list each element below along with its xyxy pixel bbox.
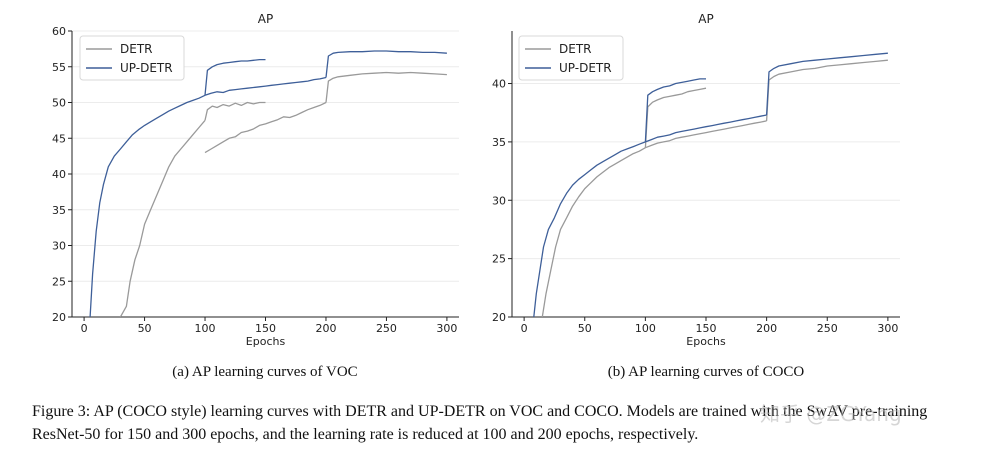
x-axis-label: Epochs xyxy=(686,335,726,348)
series-group xyxy=(89,50,447,317)
y-tick-label: 20 xyxy=(52,311,66,324)
y-tick-label: 25 xyxy=(52,275,66,288)
y-tick-label: 55 xyxy=(52,61,66,74)
legend-box xyxy=(518,35,624,81)
y-tick-label: 60 xyxy=(52,25,66,38)
x-tick-label: 0 xyxy=(81,322,88,335)
watermark: 知乎 @ZGYang xyxy=(760,402,902,426)
series-line-up-detr xyxy=(644,78,706,142)
series-line-up-detr xyxy=(325,50,447,78)
figure-caption: Figure 3: AP (COCO style) learning curve… xyxy=(32,403,928,443)
x-tick-label: 100 xyxy=(635,322,656,335)
x-tick-label: 200 xyxy=(756,322,777,335)
x-tick-label: 250 xyxy=(376,322,397,335)
x-tick-label: 300 xyxy=(877,322,898,335)
legend-box xyxy=(79,35,185,81)
series-line-detr xyxy=(325,71,447,103)
x-tick-label: 200 xyxy=(315,322,336,335)
y-tick-label: 45 xyxy=(52,132,66,145)
series-group xyxy=(533,52,888,317)
series-line-detr xyxy=(541,147,646,317)
y-tick-label: 40 xyxy=(492,78,506,91)
series-line-up-detr xyxy=(204,58,266,96)
y-tick-label: 30 xyxy=(52,240,66,253)
x-tick-label: 150 xyxy=(696,322,717,335)
x-tick-label: 50 xyxy=(578,322,592,335)
x-tick-label: 0 xyxy=(521,322,528,335)
legend-label: DETR xyxy=(120,42,153,56)
legend-label: DETR xyxy=(559,42,592,56)
subcaption-voc: (a) AP learning curves of VOC xyxy=(172,364,358,380)
series-line-detr xyxy=(204,101,327,154)
y-tick-label: 30 xyxy=(492,194,506,207)
legend-label: UP-DETR xyxy=(120,61,173,75)
chart-title: AP xyxy=(258,12,273,26)
legend: DETR UP-DETR xyxy=(518,35,624,81)
y-tick-label: 35 xyxy=(52,204,66,217)
series-line-detr xyxy=(765,59,888,121)
series-line-up-detr xyxy=(89,94,206,317)
y-tick-label: 40 xyxy=(52,168,66,181)
y-tick-label: 25 xyxy=(492,253,506,266)
chart-title: AP xyxy=(698,12,713,26)
legend-label: UP-DETR xyxy=(559,61,612,75)
series-line-detr xyxy=(645,120,767,149)
y-tick-label: 20 xyxy=(492,311,506,324)
x-tick-label: 50 xyxy=(138,322,152,335)
x-axis-label: Epochs xyxy=(246,335,286,348)
series-line-detr xyxy=(119,119,206,317)
y-tick-label: 50 xyxy=(52,97,66,110)
x-tick-label: 100 xyxy=(195,322,216,335)
series-line-up-detr xyxy=(204,76,327,96)
legend: DETR UP-DETR xyxy=(79,35,185,81)
series-line-up-detr xyxy=(765,52,888,116)
x-tick-label: 300 xyxy=(436,322,457,335)
x-tick-label: 250 xyxy=(817,322,838,335)
chart-2: 0 50 100 150 200 250 300 20 25 30 35 40 AP Epochs DETR… xyxy=(492,12,900,348)
y-tick-label: 35 xyxy=(492,136,506,149)
x-tick-label: 150 xyxy=(255,322,276,335)
series-line-up-detr xyxy=(533,141,646,317)
chart-1: 0 50 100 150 200 250 300 20 25 30 35 40 45 50 55 60 AP Ep… xyxy=(52,12,459,348)
series-line-detr xyxy=(644,87,707,148)
series-line-up-detr xyxy=(645,114,767,143)
series-line-detr xyxy=(204,101,266,121)
subcaption-coco: (b) AP learning curves of COCO xyxy=(607,364,805,380)
